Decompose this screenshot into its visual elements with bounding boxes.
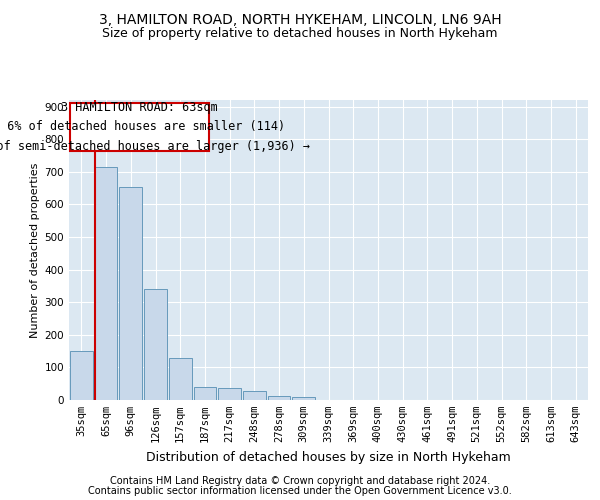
Text: Contains public sector information licensed under the Open Government Licence v3: Contains public sector information licen…	[88, 486, 512, 496]
FancyBboxPatch shape	[70, 102, 209, 151]
X-axis label: Distribution of detached houses by size in North Hykeham: Distribution of detached houses by size …	[146, 450, 511, 464]
Bar	[243, 391, 266, 400]
Text: Contains HM Land Registry data © Crown copyright and database right 2024.: Contains HM Land Registry data © Crown c…	[110, 476, 490, 486]
Text: 3, HAMILTON ROAD, NORTH HYKEHAM, LINCOLN, LN6 9AH: 3, HAMILTON ROAD, NORTH HYKEHAM, LINCOLN…	[98, 12, 502, 26]
Bar	[95, 167, 118, 400]
Y-axis label: Number of detached properties: Number of detached properties	[31, 162, 40, 338]
Bar	[194, 387, 216, 400]
Bar	[268, 396, 290, 400]
Text: 3 HAMILTON ROAD: 63sqm
← 6% of detached houses are smaller (114)
94% of semi-det: 3 HAMILTON ROAD: 63sqm ← 6% of detached …	[0, 100, 310, 152]
Bar	[292, 398, 315, 400]
Bar	[169, 358, 191, 400]
Bar	[218, 388, 241, 400]
Bar	[70, 351, 93, 400]
Bar	[119, 188, 142, 400]
Bar	[144, 289, 167, 400]
Text: Size of property relative to detached houses in North Hykeham: Size of property relative to detached ho…	[102, 28, 498, 40]
